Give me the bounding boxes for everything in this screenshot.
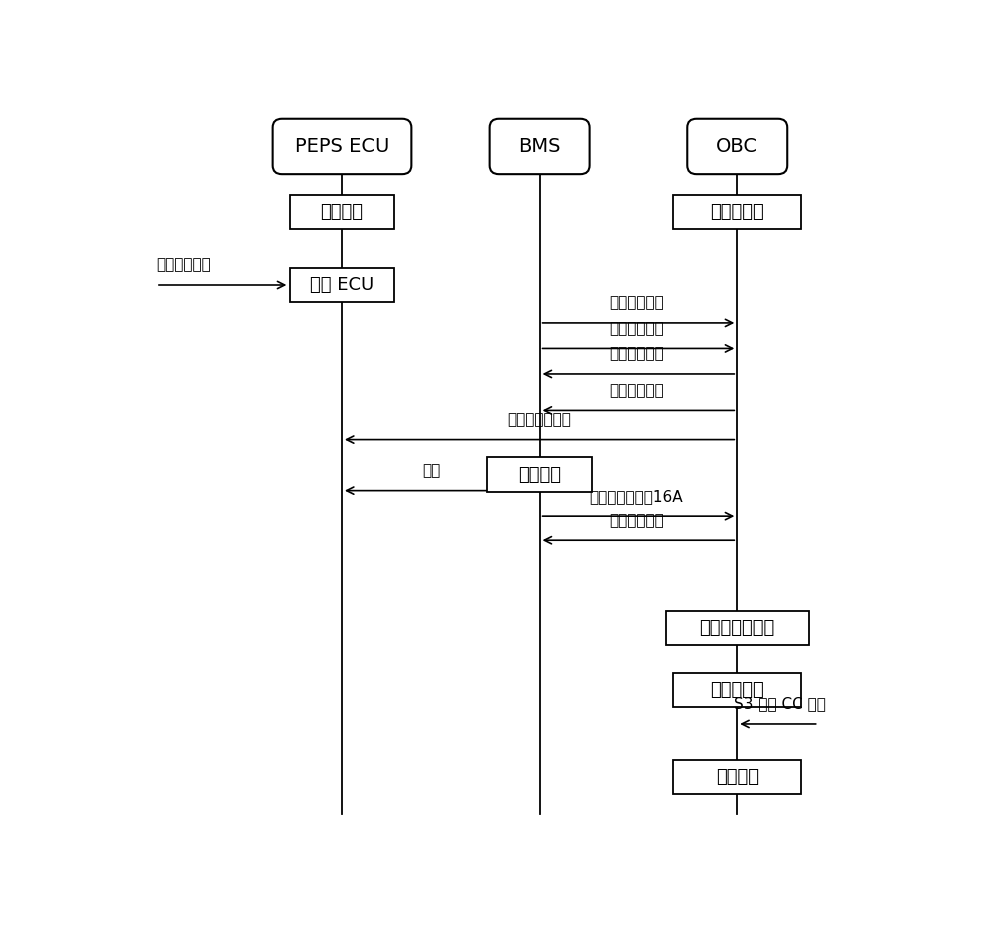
Text: BMS: BMS <box>518 137 561 156</box>
Text: 唤醒 ECU: 唤醒 ECU <box>310 276 374 294</box>
Bar <box>666 611 809 645</box>
Text: 反馈: 反馈 <box>422 463 440 478</box>
Bar <box>487 457 592 491</box>
Text: 请求充电电流: 请求充电电流 <box>609 295 664 311</box>
FancyBboxPatch shape <box>687 118 787 174</box>
Bar <box>673 195 801 229</box>
FancyBboxPatch shape <box>273 118 411 174</box>
Text: S3 断开 CC 异常: S3 断开 CC 异常 <box>734 697 826 711</box>
Text: 实际输出电压: 实际输出电压 <box>609 347 664 362</box>
Text: 停止充电: 停止充电 <box>716 768 759 786</box>
Text: 请求充电电流＜16A: 请求充电电流＜16A <box>590 489 683 504</box>
Text: 智能钥匙进入: 智能钥匙进入 <box>156 257 211 272</box>
Bar <box>290 195 394 229</box>
Text: 充电机高压输出: 充电机高压输出 <box>700 618 775 636</box>
Text: 请求充电电压: 请求充电电压 <box>609 321 664 336</box>
Text: 实际输出电流: 实际输出电流 <box>609 513 664 527</box>
Bar <box>673 672 801 706</box>
Text: 电子解锁已进入: 电子解锁已进入 <box>508 412 572 427</box>
FancyBboxPatch shape <box>490 118 590 174</box>
Text: 进入解锁: 进入解锁 <box>518 466 561 484</box>
Text: 电子锁解锁: 电子锁解锁 <box>710 681 764 699</box>
Text: 实际输出电流: 实际输出电流 <box>609 383 664 398</box>
Text: 硬件休眠: 硬件休眠 <box>320 203 364 221</box>
Bar <box>673 760 801 795</box>
Text: OBC: OBC <box>716 137 758 156</box>
Text: PEPS ECU: PEPS ECU <box>295 137 389 156</box>
Bar <box>290 268 394 302</box>
Text: 正常充电中: 正常充电中 <box>710 203 764 221</box>
